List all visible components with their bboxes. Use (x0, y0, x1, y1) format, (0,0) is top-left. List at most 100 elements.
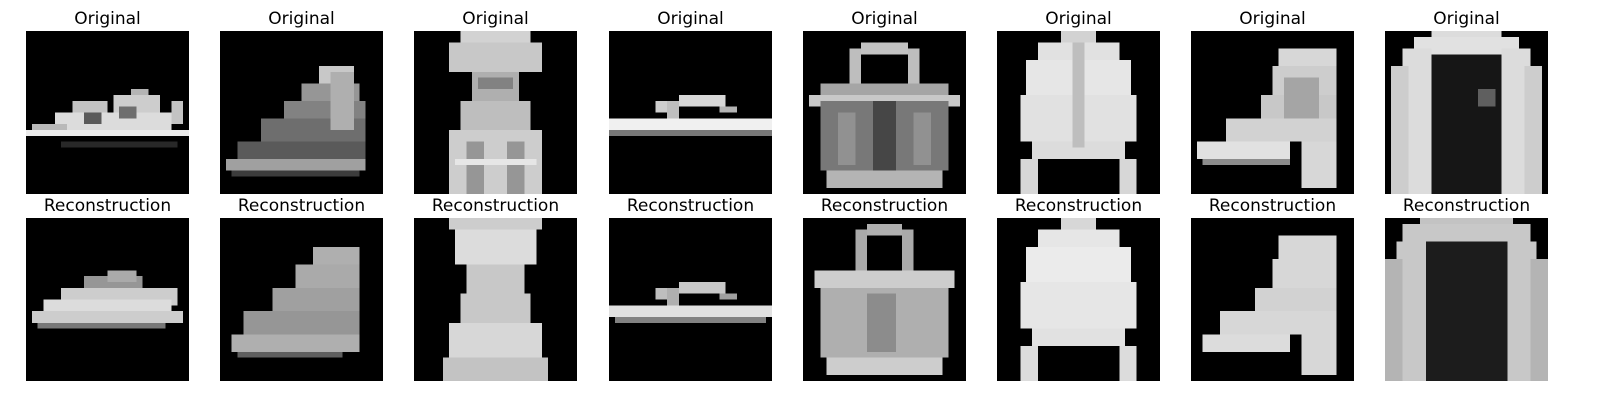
image-region (814, 270, 955, 288)
panel-title: Original (1239, 9, 1306, 29)
image-region (1196, 141, 1290, 160)
image-region (119, 106, 137, 119)
image-region (1026, 247, 1131, 283)
original-shirt-image (997, 31, 1160, 194)
original-sandal-image (26, 31, 189, 194)
image-region (1524, 65, 1543, 194)
image-region (231, 334, 360, 352)
image-region (1284, 77, 1320, 119)
image-region (872, 100, 897, 171)
image-region (466, 141, 484, 194)
image-region (1478, 89, 1496, 107)
image-region (460, 100, 531, 130)
image-region (1385, 258, 1403, 381)
image-region (1031, 141, 1126, 160)
image-region (1202, 334, 1290, 352)
image-region (1419, 218, 1514, 230)
image-region (72, 100, 108, 113)
image-region (1301, 141, 1337, 189)
image-region (1220, 311, 1337, 335)
image-region (313, 247, 360, 271)
image-region (609, 118, 772, 130)
image-region (1061, 31, 1096, 43)
panel-title: Reconstruction (626, 196, 755, 216)
reconstruction-pullover-image (1385, 218, 1548, 381)
image-region (460, 293, 531, 323)
image-region (1431, 54, 1502, 194)
image-region (460, 31, 531, 43)
panel-title: Original (657, 9, 724, 29)
image-region (31, 311, 184, 323)
panel-title: Original (74, 9, 141, 29)
image-region (1020, 282, 1137, 329)
image-region (84, 112, 102, 125)
image-region (907, 48, 920, 90)
original-shirt-panel: Original (997, 8, 1160, 194)
panel-title: Reconstruction (1014, 196, 1143, 216)
image-region (1202, 159, 1290, 165)
image-region (37, 322, 166, 329)
original-dress-panel: Original (414, 8, 577, 194)
image-background (609, 218, 772, 381)
panel-title: Reconstruction (431, 196, 560, 216)
image-region (1390, 65, 1409, 194)
image-region (867, 223, 902, 236)
image-region (478, 77, 513, 90)
image-region (466, 264, 525, 294)
image-region (826, 170, 943, 189)
image-region (1225, 118, 1337, 142)
reconstruction-dress-panel: Reconstruction (414, 195, 577, 381)
original-sandal-panel: Original (26, 8, 189, 194)
image-region (1020, 346, 1038, 381)
image-region (1061, 218, 1096, 230)
original-bag-panel: Original (803, 8, 966, 194)
original-dress-image (414, 31, 577, 194)
image-region (1037, 229, 1120, 248)
original-pullover-panel: Original (1385, 8, 1548, 194)
image-region (1278, 48, 1337, 66)
image-region (237, 351, 343, 358)
reconstruction-flip-flop-image (609, 218, 772, 381)
image-region (837, 112, 856, 165)
reconstruction-dress-image (414, 218, 577, 381)
reconstruction-sneaker-panel: Reconstruction (220, 195, 383, 381)
image-region (1119, 346, 1137, 381)
reconstruction-shirt-panel: Reconstruction (997, 195, 1160, 381)
panel-title: Original (851, 9, 918, 29)
original-ankle-boot-panel: Original (1191, 8, 1354, 194)
panel-title: Reconstruction (43, 196, 172, 216)
image-region (1301, 334, 1337, 376)
reconstruction-flip-flop-panel: Reconstruction (609, 195, 772, 381)
panel-title: Reconstruction (820, 196, 949, 216)
image-region (171, 100, 184, 125)
panel-title: Original (462, 9, 529, 29)
image-region (1402, 223, 1531, 242)
image-region (913, 112, 932, 165)
original-flip-flop-image (609, 31, 772, 194)
reconstruction-sneaker-image (220, 218, 383, 381)
reconstruction-ankle-boot-panel: Reconstruction (1191, 195, 1354, 381)
image-region (861, 42, 908, 55)
image-region (1031, 328, 1126, 347)
image-region (237, 141, 366, 160)
image-region (1530, 258, 1548, 381)
image-background (609, 31, 772, 194)
original-sneaker-panel: Original (220, 8, 383, 194)
image-region (849, 48, 862, 90)
original-bag-image (803, 31, 966, 194)
image-region (330, 71, 354, 130)
image-region (1431, 31, 1502, 43)
image-region (107, 270, 137, 283)
original-flip-flop-panel: Original (609, 8, 772, 194)
image-region (667, 287, 679, 306)
reconstruction-ankle-boot-image (1191, 218, 1354, 381)
panel-title: Reconstruction (1208, 196, 1337, 216)
image-region (855, 229, 868, 271)
image-region (901, 229, 914, 271)
image-region (454, 159, 537, 165)
image-region (1278, 235, 1337, 259)
panel-title: Reconstruction (1402, 196, 1531, 216)
original-ankle-boot-image (1191, 31, 1354, 194)
image-region (609, 305, 772, 317)
